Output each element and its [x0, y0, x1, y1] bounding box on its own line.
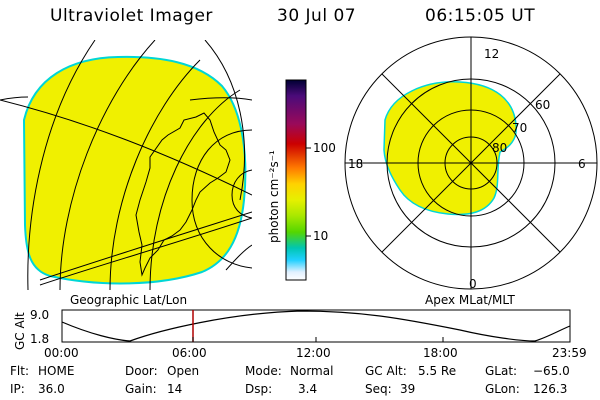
mlt-label-18: 18	[348, 157, 363, 171]
flt-label: Flt:	[10, 364, 29, 378]
longitude-line	[109, 59, 201, 291]
latitude-line	[39, 211, 252, 281]
altitude-axis-title: GC Alt	[13, 312, 27, 350]
polar-panel-label: Apex MLat/MLT	[425, 293, 515, 307]
date-label: 30 Jul 07	[277, 6, 357, 26]
door-value: Open	[167, 364, 200, 378]
glat-value: −65.0	[533, 364, 570, 378]
mlt-label-6: 6	[578, 157, 586, 171]
altitude-x-tick: 23:59	[552, 346, 587, 360]
mlat-label-80: 80	[492, 141, 507, 155]
mlt-spoke	[381, 73, 561, 253]
longitude-line	[204, 40, 245, 201]
gain-label: Gain:	[125, 382, 157, 396]
gc-alt-value: 5.5 Re	[418, 364, 457, 378]
mode-label: Mode:	[245, 364, 282, 378]
polar-plot: 12 18 6 0 60 70 80 Apex MLat/MLT	[344, 36, 598, 307]
altitude-y-tick: 1.8	[30, 332, 49, 346]
door-label: Door:	[125, 364, 158, 378]
glon-label: GLon:	[485, 382, 520, 396]
altitude-x-tick: 00:00	[44, 346, 79, 360]
colorbar-tick-label: 10	[313, 229, 328, 243]
altitude-y-tick: 9.0	[30, 308, 49, 322]
instrument-title: Ultraviolet Imager	[50, 6, 213, 26]
glon-value: 126.3	[533, 382, 568, 396]
colorbar-gradient	[285, 79, 307, 281]
seq-label: Seq:	[365, 382, 392, 396]
geographic-panel-label: Geographic Lat/Lon	[70, 293, 187, 307]
longitude-line	[59, 40, 156, 291]
latitude-line	[0, 99, 252, 196]
ip-label: IP:	[10, 382, 25, 396]
coastline-outline	[135, 112, 231, 277]
latitude-line	[0, 96, 29, 101]
altitude-plot: GC Alt 9.0 1.8 00:00 06:00 12:00 18:00 2…	[13, 308, 587, 360]
ip-value: 36.0	[38, 382, 65, 396]
seq-value: 39	[400, 382, 416, 396]
flt-value: HOME	[38, 364, 75, 378]
geographic-panel: Geographic Lat/Lon	[0, 40, 252, 307]
latitude-line	[189, 97, 252, 101]
mode-value: Normal	[290, 364, 334, 378]
gc-alt-label: GC Alt:	[365, 364, 407, 378]
latitude-circle	[191, 129, 252, 269]
longitude-line	[149, 89, 241, 291]
altitude-x-tick: 12:00	[296, 346, 331, 360]
altitude-curve	[61, 310, 571, 342]
latitude-line	[225, 244, 252, 271]
longitude-line	[27, 40, 96, 291]
glat-label: GLat:	[485, 364, 518, 378]
time-label: 06:15:05 UT	[425, 6, 536, 26]
mlt-label-12: 12	[484, 47, 499, 61]
mlt-label-0: 0	[469, 277, 477, 291]
mlat-label-60: 60	[535, 98, 550, 112]
colorbar: 100 10 photon cm⁻²s⁻¹	[267, 79, 336, 281]
colorbar-unit-label: photon cm⁻²s⁻¹	[267, 150, 281, 243]
altitude-x-tick: 18:00	[423, 346, 458, 360]
dsp-label: Dsp:	[245, 382, 273, 396]
mlat-label-70: 70	[512, 121, 527, 135]
gain-value: 14	[167, 382, 183, 396]
latitude-line	[39, 217, 252, 286]
dsp-value: 3.4	[298, 382, 318, 396]
earth-disk-image	[22, 55, 247, 285]
colorbar-tick-label: 100	[313, 141, 336, 155]
altitude-x-tick: 06:00	[172, 346, 207, 360]
